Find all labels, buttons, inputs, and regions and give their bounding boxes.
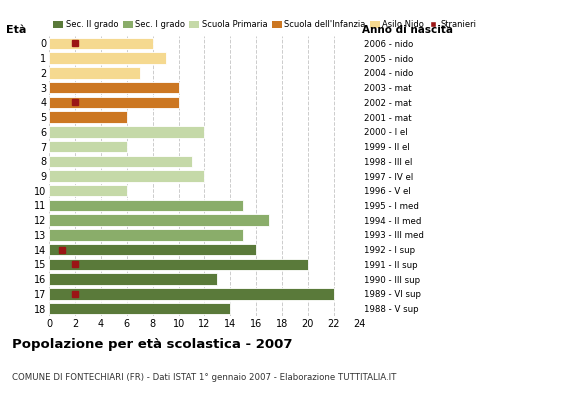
Bar	[49, 185, 127, 196]
Bar	[49, 82, 179, 93]
Bar	[49, 141, 127, 152]
Bar	[49, 259, 308, 270]
Bar	[49, 67, 140, 78]
Bar	[49, 274, 218, 285]
Bar	[49, 244, 256, 256]
Bar	[49, 156, 191, 167]
Bar	[49, 200, 243, 211]
Bar	[49, 214, 269, 226]
Bar	[49, 52, 166, 64]
Bar	[49, 38, 153, 49]
Bar	[49, 229, 243, 241]
Text: COMUNE DI FONTECHIARI (FR) - Dati ISTAT 1° gennaio 2007 - Elaborazione TUTTITALI: COMUNE DI FONTECHIARI (FR) - Dati ISTAT …	[12, 373, 396, 382]
Legend: Sec. II grado, Sec. I grado, Scuola Primaria, Scuola dell'Infanzia, Asilo Nido, : Sec. II grado, Sec. I grado, Scuola Prim…	[53, 20, 477, 29]
Text: Popolazione per età scolastica - 2007: Popolazione per età scolastica - 2007	[12, 338, 292, 351]
Bar	[49, 170, 205, 182]
Bar	[49, 303, 230, 314]
Bar	[49, 126, 205, 138]
Bar	[49, 96, 179, 108]
Text: Età: Età	[6, 25, 26, 35]
Bar	[49, 111, 127, 123]
Text: Anno di nascita: Anno di nascita	[362, 25, 454, 35]
Bar	[49, 288, 334, 300]
